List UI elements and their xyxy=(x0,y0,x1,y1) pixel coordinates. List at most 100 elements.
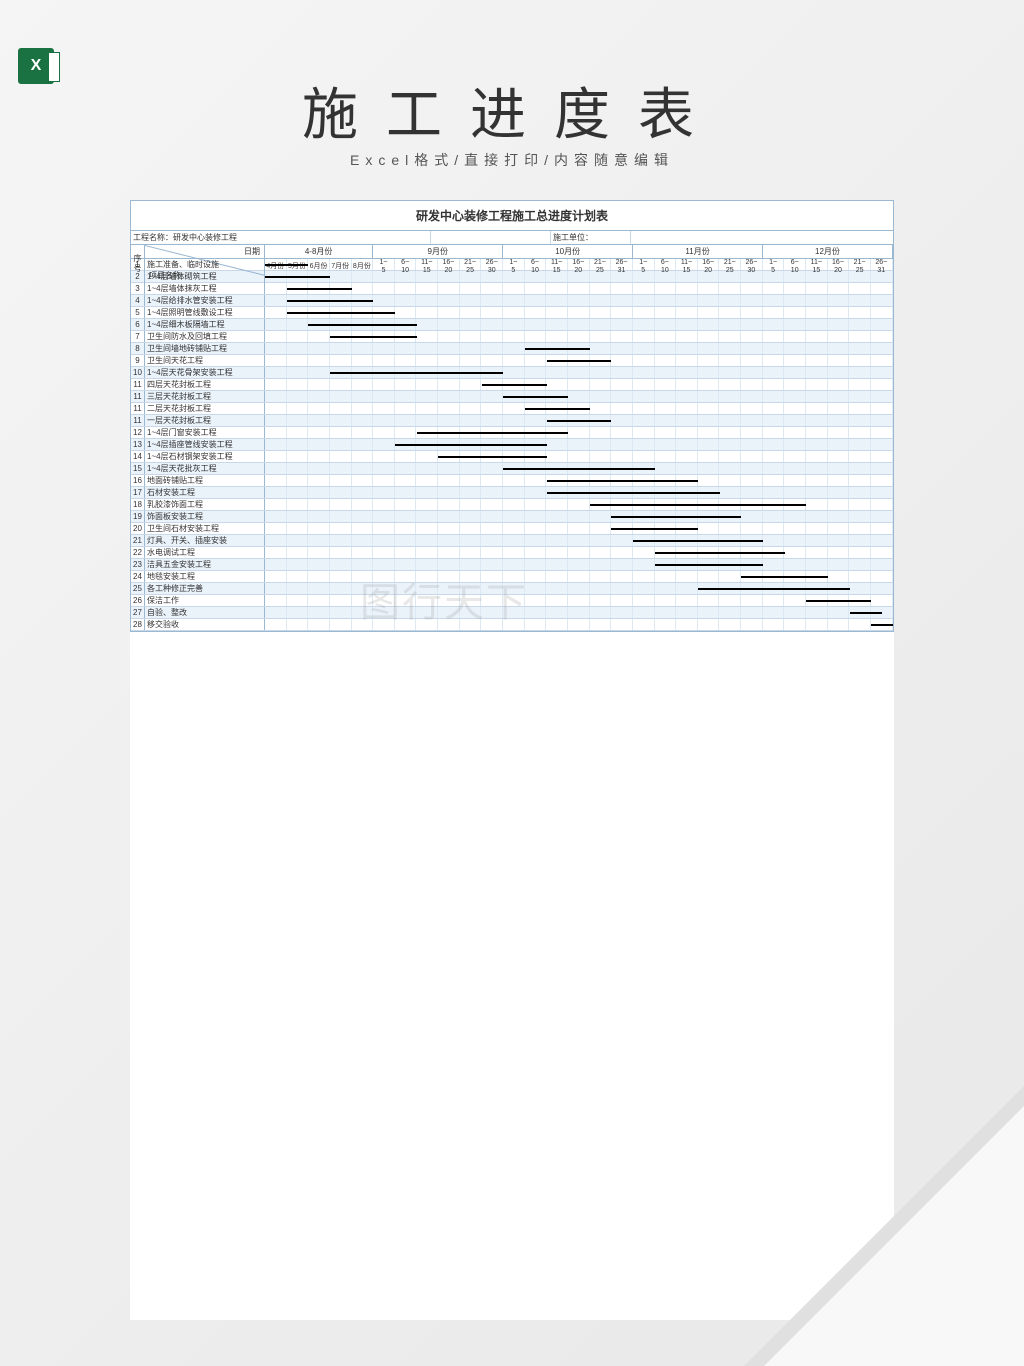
task-name-cell: 一层天花封板工程 xyxy=(145,415,265,426)
month-header: 9月份 xyxy=(373,245,503,258)
task-name-cell: 保洁工作 xyxy=(145,595,265,606)
gantt-bar xyxy=(287,312,395,314)
gantt-area xyxy=(265,271,893,282)
seq-cell: 4 xyxy=(131,295,145,306)
gantt-bar xyxy=(503,468,655,470)
table-row: 51~4层照明管线敷设工程 xyxy=(131,307,893,319)
table-row: 131~4层插座管线安装工程 xyxy=(131,439,893,451)
task-name-cell: 1~4层插座管线安装工程 xyxy=(145,439,265,450)
gantt-bar xyxy=(850,612,882,614)
gantt-bar xyxy=(611,516,741,518)
seq-cell: 10 xyxy=(131,367,145,378)
month-header: 12月份 xyxy=(763,245,893,258)
seq-cell: 15 xyxy=(131,463,145,474)
gantt-bar xyxy=(547,420,612,422)
table-row: 41~4层给排水管安装工程 xyxy=(131,295,893,307)
table-row: 8卫生间墙地砖铺贴工程 xyxy=(131,343,893,355)
gantt-area xyxy=(265,583,893,594)
gantt-bar xyxy=(590,504,807,506)
table-row: 11一层天花封板工程 xyxy=(131,415,893,427)
seq-cell: 14 xyxy=(131,451,145,462)
gantt-bar xyxy=(525,408,590,410)
task-name-cell: 1~4层门窗安装工程 xyxy=(145,427,265,438)
task-name-cell: 卫生间墙地砖铺贴工程 xyxy=(145,343,265,354)
task-name-cell: 1~4层给排水管安装工程 xyxy=(145,295,265,306)
seq-cell: 27 xyxy=(131,607,145,618)
seq-cell: 26 xyxy=(131,595,145,606)
task-name-cell: 1~4层墙体砌筑工程 xyxy=(145,271,265,282)
seq-cell: 17 xyxy=(131,487,145,498)
task-name-cell: 1~4层天花批灰工程 xyxy=(145,463,265,474)
month-header: 10月份 xyxy=(503,245,633,258)
page-subtitle: Excel格式/直接打印/内容随意编辑 xyxy=(0,150,1024,170)
task-name-cell: 二层天花封板工程 xyxy=(145,403,265,414)
sheet-title: 研发中心装修工程施工总进度计划表 xyxy=(131,201,893,231)
task-name-cell: 石材安装工程 xyxy=(145,487,265,498)
table-row: 7卫生间防水及回填工程 xyxy=(131,331,893,343)
seq-cell: 13 xyxy=(131,439,145,450)
gantt-bar xyxy=(265,264,308,266)
gantt-area xyxy=(265,307,893,318)
seq-cell: 24 xyxy=(131,571,145,582)
task-name-cell: 三层天花封板工程 xyxy=(145,391,265,402)
gantt-area xyxy=(265,367,893,378)
task-name-cell: 各工种修正完善 xyxy=(145,583,265,594)
table-row: 11四层天花封板工程 xyxy=(131,379,893,391)
gantt-bar xyxy=(871,624,893,626)
table-row: 24地毯安装工程 xyxy=(131,571,893,583)
month-header: 4-8月份 xyxy=(265,245,373,258)
gantt-bar xyxy=(330,336,417,338)
seq-cell: 19 xyxy=(131,511,145,522)
gantt-bar xyxy=(806,600,871,602)
seq-cell: 22 xyxy=(131,547,145,558)
gantt-area xyxy=(265,595,893,606)
seq-cell: 6 xyxy=(131,319,145,330)
task-name-cell: 地面砖铺贴工程 xyxy=(145,475,265,486)
gantt-bar xyxy=(741,576,828,578)
gantt-area xyxy=(265,343,893,354)
seq-cell: 16 xyxy=(131,475,145,486)
gantt-area xyxy=(265,499,893,510)
table-row: 9卫生间天花工程 xyxy=(131,355,893,367)
seq-cell: 23 xyxy=(131,559,145,570)
task-name-cell: 1~4层天花骨架安装工程 xyxy=(145,367,265,378)
task-name-cell: 乳胶漆饰面工程 xyxy=(145,499,265,510)
task-name-cell: 自验、整改 xyxy=(145,607,265,618)
seq-cell: 18 xyxy=(131,499,145,510)
gantt-sheet: 研发中心装修工程施工总进度计划表 工程名称：研发中心装修工程 施工单位： 序号 … xyxy=(130,200,894,632)
gantt-area xyxy=(265,451,893,462)
gantt-bar xyxy=(655,564,763,566)
gantt-bar xyxy=(308,324,416,326)
seq-cell: 11 xyxy=(131,379,145,390)
task-name-cell: 饰面板安装工程 xyxy=(145,511,265,522)
month-groups: 4-8月份9月份10月份11月份12月份 xyxy=(265,245,893,259)
blank-cell xyxy=(431,231,551,244)
seq-cell: 3 xyxy=(131,283,145,294)
task-name-cell: 卫生间防水及回填工程 xyxy=(145,331,265,342)
seq-cell: 25 xyxy=(131,583,145,594)
gantt-area xyxy=(265,379,893,390)
table-row: 21灯具、开关、插座安装 xyxy=(131,535,893,547)
task-name-cell: 卫生间石材安装工程 xyxy=(145,523,265,534)
gantt-area xyxy=(265,259,893,270)
gantt-area xyxy=(265,427,893,438)
gantt-area xyxy=(265,571,893,582)
seq-cell: 21 xyxy=(131,535,145,546)
gantt-bar xyxy=(287,288,352,290)
table-row: 20卫生间石材安装工程 xyxy=(131,523,893,535)
gantt-bar xyxy=(547,360,612,362)
seq-cell: 8 xyxy=(131,343,145,354)
gantt-bar xyxy=(287,300,374,302)
gantt-bar xyxy=(525,348,590,350)
seq-cell: 9 xyxy=(131,355,145,366)
table-row: 28移交验收 xyxy=(131,619,893,631)
data-rows-container: 1施工准备、临时设施21~4层墙体砌筑工程31~4层墙体抹灰工程41~4层给排水… xyxy=(131,259,893,631)
task-name-cell: 地毯安装工程 xyxy=(145,571,265,582)
table-row: 27自验、整改 xyxy=(131,607,893,619)
task-name-cell: 1~4层墙体抹灰工程 xyxy=(145,283,265,294)
task-name-cell: 1~4层细木板隔墙工程 xyxy=(145,319,265,330)
gantt-bar xyxy=(482,384,547,386)
seq-cell: 20 xyxy=(131,523,145,534)
task-name-cell: 施工准备、临时设施 xyxy=(145,259,265,270)
gantt-bar xyxy=(633,540,763,542)
